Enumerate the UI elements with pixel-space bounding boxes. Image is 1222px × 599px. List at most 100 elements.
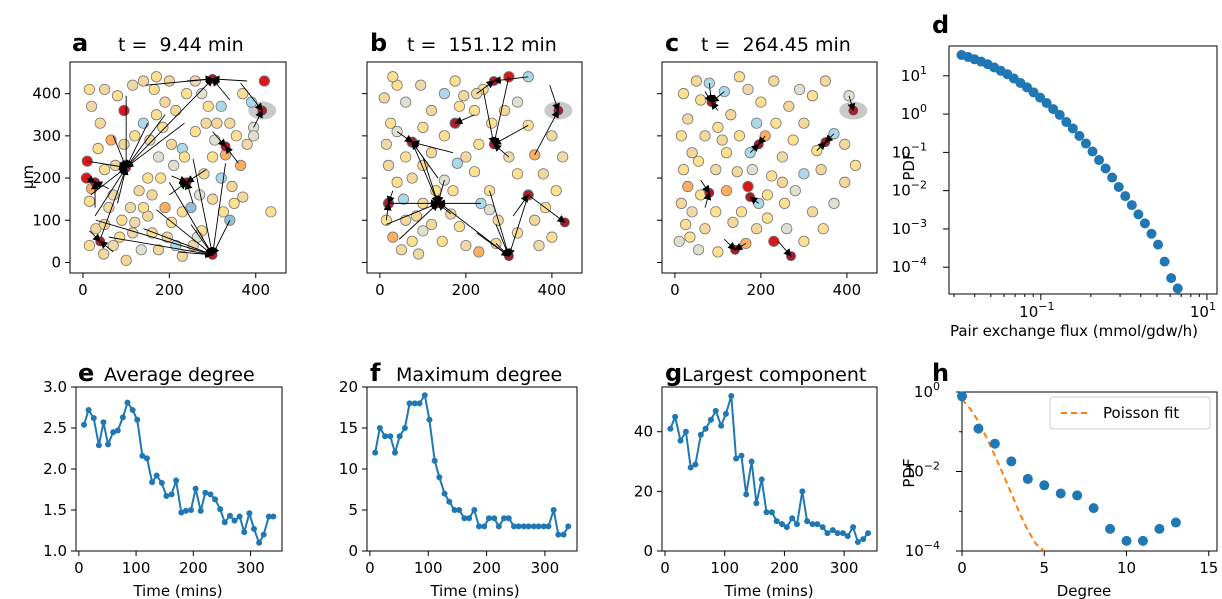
cell-node	[686, 206, 698, 218]
data-point	[753, 500, 760, 507]
cell-node	[675, 130, 687, 142]
xlabel-h: Degree	[1057, 582, 1112, 599]
data-point	[667, 425, 674, 432]
data-point	[672, 413, 679, 420]
data-point	[372, 449, 379, 456]
x-tick-label: 400	[538, 281, 567, 299]
exchange-edge	[224, 145, 239, 164]
y-tick-label: 0	[51, 253, 61, 271]
exchange-edge	[710, 91, 725, 103]
cell-node	[163, 75, 175, 87]
cell-node	[451, 157, 463, 169]
data-point	[793, 521, 800, 528]
data-point	[1105, 523, 1116, 534]
cell-node	[215, 172, 227, 184]
cell-node	[380, 214, 392, 226]
data-point	[789, 515, 796, 522]
data-point	[763, 509, 770, 516]
data-point	[446, 498, 453, 505]
cell-node	[776, 176, 789, 188]
data-point	[250, 525, 257, 532]
cell-node	[155, 172, 167, 184]
data-point	[105, 441, 112, 448]
cell-node	[241, 138, 253, 150]
data-point	[1170, 517, 1181, 528]
x-tick-label: 100	[122, 559, 151, 577]
data-point	[501, 515, 508, 522]
cell-node	[453, 100, 466, 112]
data-point	[733, 455, 740, 462]
x-tick-label: 0	[74, 559, 84, 577]
data-point	[728, 392, 735, 399]
data-point	[90, 415, 97, 422]
data-point	[182, 507, 189, 514]
data-point	[718, 422, 725, 429]
data-point	[431, 457, 438, 464]
exchange-edge	[211, 78, 231, 101]
data-point	[1055, 488, 1066, 499]
cell-node	[83, 239, 96, 252]
exchange-edge	[185, 169, 207, 183]
cell-node	[382, 159, 395, 171]
panel-label-c: c	[665, 29, 679, 57]
x-tick-label: 0	[660, 559, 670, 577]
data-point	[540, 523, 547, 530]
cell-node	[417, 121, 429, 134]
poisson-fit-line	[961, 398, 1045, 552]
exchange-edge	[253, 109, 263, 128]
cell-node	[202, 100, 214, 112]
y-tick-label: 10−4	[892, 255, 927, 276]
cell-node	[742, 83, 754, 96]
cell-node	[546, 231, 558, 243]
cell-node	[839, 138, 851, 150]
panel-f: 0 100 200 300 0 5 10 15 20	[339, 378, 578, 577]
cell-node	[378, 92, 390, 104]
data-point	[1153, 239, 1164, 250]
data-point	[1113, 181, 1124, 192]
exchange-edge	[435, 180, 445, 205]
data-point	[231, 517, 238, 524]
xlabel-f: Time (mins)	[429, 582, 519, 599]
exchange-edge	[734, 242, 747, 251]
cell-node	[159, 201, 171, 214]
cell-node	[438, 130, 450, 142]
cell-node	[471, 88, 483, 100]
y-tick-label: 400	[32, 85, 61, 103]
y-tick-label: 15	[339, 419, 358, 437]
cell-node	[699, 130, 711, 142]
y-tick-label: 10−4	[905, 539, 940, 560]
cell-node	[118, 138, 130, 150]
cell-node	[94, 117, 106, 129]
cell-node	[776, 151, 789, 163]
data-point	[530, 523, 537, 530]
cell-node	[468, 104, 481, 117]
cell-node	[815, 164, 827, 176]
exchange-edge	[411, 142, 439, 205]
exchange-edge	[847, 95, 856, 112]
cell-node	[237, 88, 249, 100]
data-point	[246, 510, 253, 517]
cell-node	[230, 130, 242, 142]
cell-node	[159, 96, 171, 108]
plot-frame	[948, 45, 1218, 295]
y-tick-label: 0	[643, 542, 653, 560]
cell-node	[168, 159, 180, 171]
data-point	[682, 428, 689, 435]
data-point	[511, 523, 517, 530]
x-tick-label: 0	[670, 281, 680, 299]
cell-node	[680, 218, 692, 231]
cell-node	[699, 223, 711, 235]
exchange-edge	[476, 80, 495, 95]
xlabel-e: Time (mins)	[132, 582, 222, 599]
cell-node	[768, 75, 780, 87]
data-point	[129, 406, 136, 413]
cell-node	[783, 100, 795, 112]
cell-node	[152, 244, 165, 256]
data-point	[134, 416, 141, 423]
data-point	[207, 491, 214, 498]
data-point	[110, 429, 117, 436]
exchange-edge	[125, 114, 166, 169]
data-point	[188, 507, 195, 513]
data-point	[1006, 456, 1017, 467]
exchange-edge	[396, 131, 413, 143]
